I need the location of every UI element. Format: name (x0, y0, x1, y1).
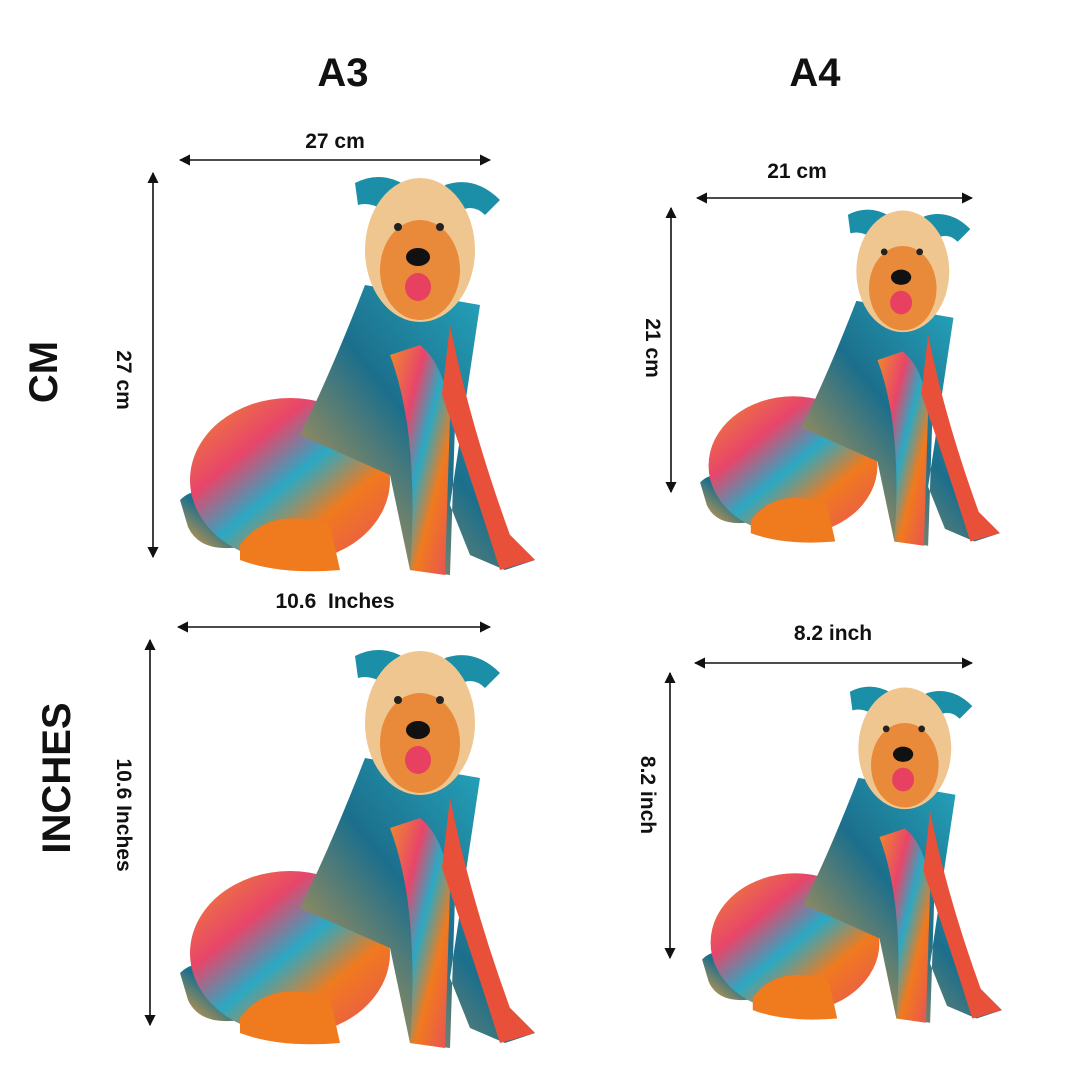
width-label: 21 cm (767, 160, 827, 183)
width-label: 27 cm (305, 130, 365, 153)
width-label: 10.6 Inches (275, 590, 394, 613)
height-label: 27 cm (112, 350, 135, 410)
dog-image (700, 209, 1000, 546)
height-label: 21 cm (641, 318, 664, 378)
height-label: 8.2 inch (636, 756, 659, 834)
row-header: INCHES (35, 702, 79, 853)
row-header: CM (22, 341, 66, 403)
dog-image (702, 686, 1002, 1023)
height-label: 10.6 Inches (112, 758, 135, 871)
column-header: A3 (317, 51, 368, 95)
column-header: A4 (789, 51, 841, 95)
width-label: 8.2 inch (794, 622, 872, 645)
dog-image (180, 649, 535, 1048)
dog-image (180, 176, 535, 575)
